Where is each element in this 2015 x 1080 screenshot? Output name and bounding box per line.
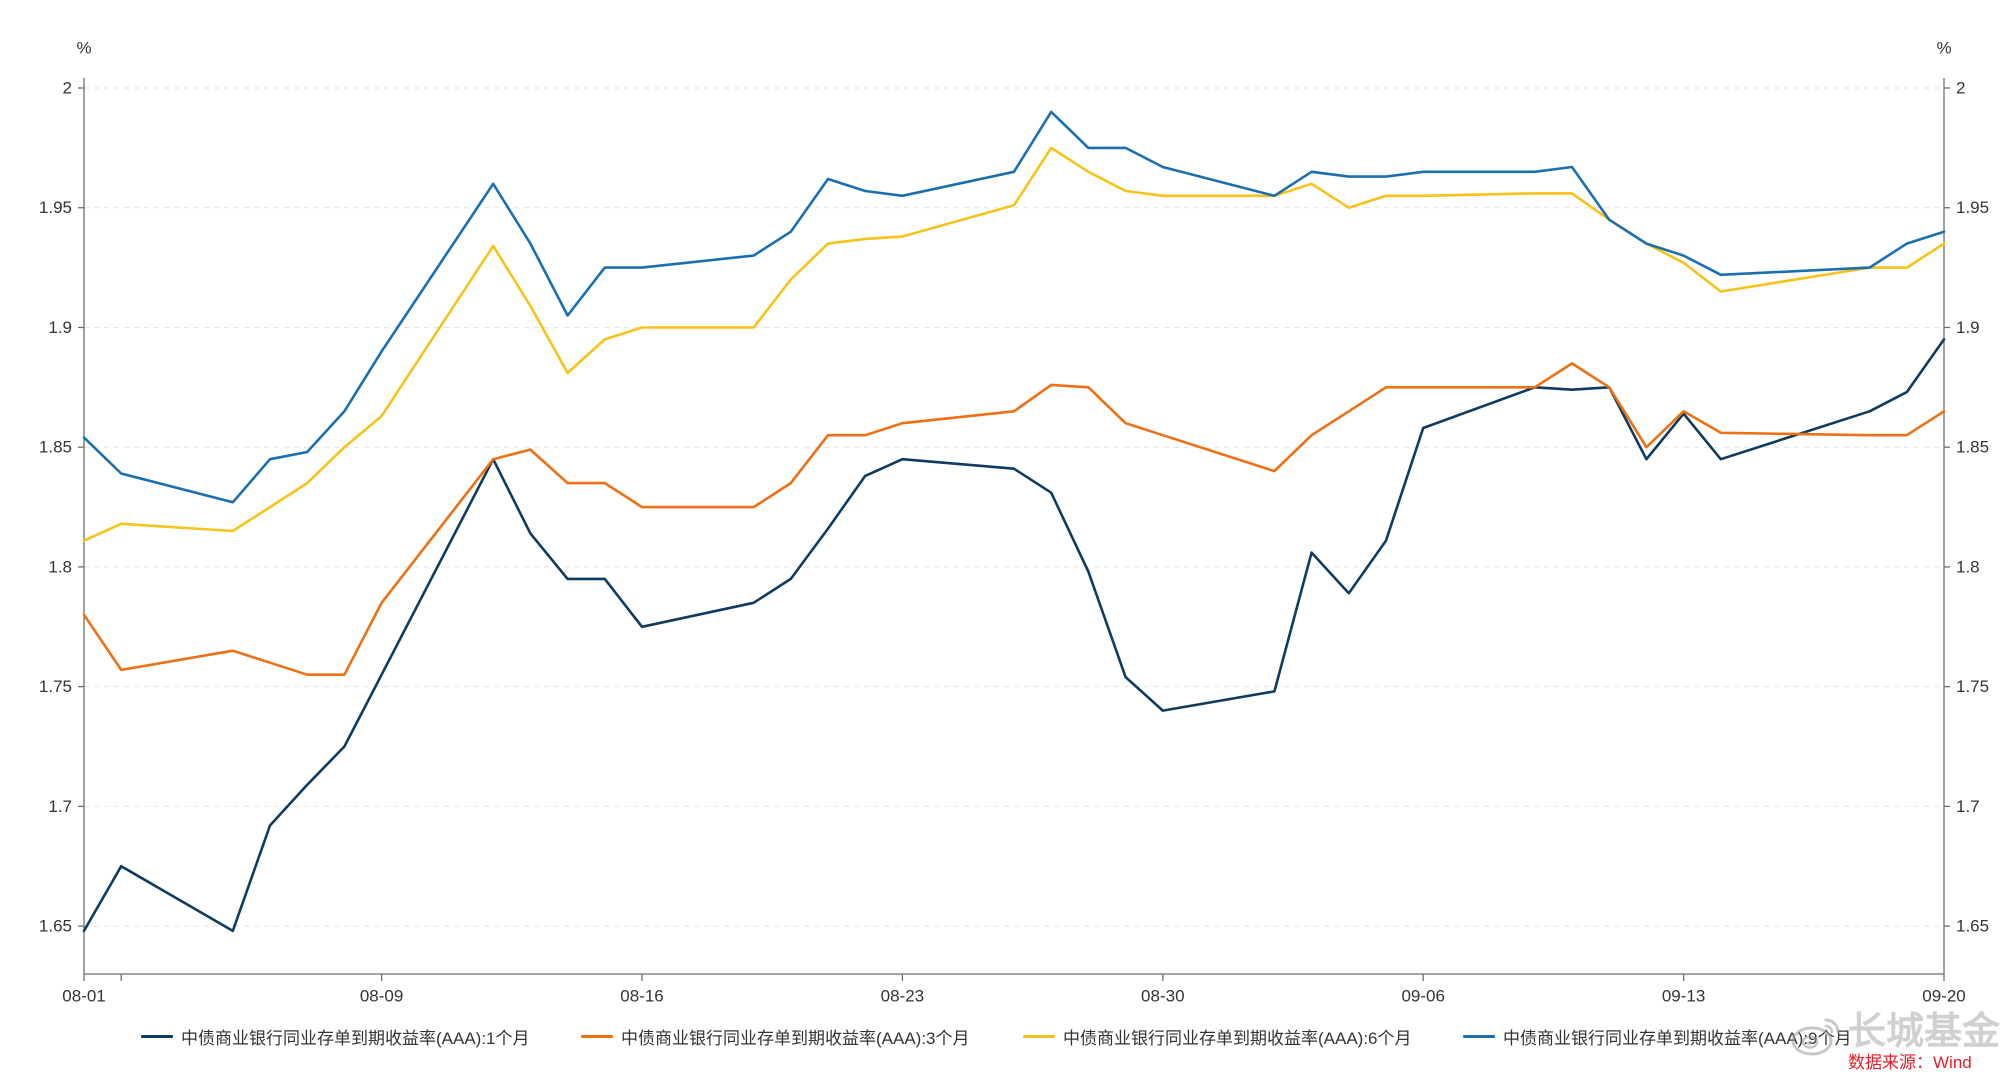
y-tick-label-right: 1.9	[1956, 318, 1980, 337]
legend-label: 中债商业银行同业存单到期收益率(AAA):3个月	[621, 1028, 970, 1048]
legend-swatch	[1023, 1034, 1055, 1038]
watermark-text: 长城基金	[1848, 1011, 2001, 1053]
grid	[84, 87, 1944, 927]
y-tick-label-left: 1.9	[48, 318, 72, 337]
data-source-note: 数据来源：Wind	[1848, 1053, 1972, 1072]
series-line-2	[82, 362, 1946, 677]
y-tick-label-left: 1.8	[48, 557, 72, 576]
y-tick-label-left: 1.85	[39, 438, 72, 457]
legend-label: 中债商业银行同业存单到期收益率(AAA):9个月	[1503, 1028, 1852, 1048]
y-tick-label-left: 1.65	[39, 917, 72, 936]
y-unit-label-left: %	[76, 39, 91, 58]
y-tick-label-right: 1.85	[1956, 438, 1989, 457]
y-tick-label-right: 2	[1956, 79, 1965, 98]
y-tick-label-left: 1.95	[39, 198, 72, 217]
x-tick-label: 08-23	[881, 987, 924, 1006]
x-tick-label: 09-13	[1662, 987, 1705, 1006]
series-line-3	[82, 146, 1946, 542]
series-line-4	[82, 110, 1946, 504]
legend-swatch	[1463, 1034, 1495, 1038]
x-tick-label: 08-01	[62, 987, 105, 1006]
series-group	[82, 110, 1946, 933]
y-tick-label-left: 1.75	[39, 677, 72, 696]
legend-label: 中债商业银行同业存单到期收益率(AAA):6个月	[1063, 1028, 1412, 1048]
legend-label: 中债商业银行同业存单到期收益率(AAA):1个月	[181, 1028, 530, 1048]
x-tick-label: 09-20	[1922, 987, 1965, 1006]
y-tick-label-right: 1.75	[1956, 677, 1989, 696]
legend-item-3[interactable]: 中债商业银行同业存单到期收益率(AAA):6个月	[1023, 1024, 1412, 1048]
y-unit-label-right: %	[1936, 39, 1951, 58]
legend-item-2[interactable]: 中债商业银行同业存单到期收益率(AAA):3个月	[581, 1024, 970, 1048]
x-tick-label: 08-30	[1141, 987, 1184, 1006]
x-tick-label: 08-16	[620, 987, 663, 1006]
y-tick-label-right: 1.95	[1956, 198, 1989, 217]
x-tick-label: 08-09	[360, 987, 403, 1006]
y-tick-label-right: 1.8	[1956, 557, 1980, 576]
legend-item-4[interactable]: 中债商业银行同业存单到期收益率(AAA):9个月	[1463, 1024, 1852, 1048]
weibo-logo-icon	[1791, 1018, 1840, 1056]
x-tick-label: 09-06	[1401, 987, 1444, 1006]
y-tick-label-right: 1.65	[1956, 917, 1989, 936]
legend-swatch	[581, 1034, 613, 1038]
axes: % % 1.65 1.65 1.7 1.7 1.75 1.75 1.8 1.8 1.85 1.85…	[39, 39, 1989, 1006]
y-tick-label-left: 1.7	[48, 797, 72, 816]
legend-swatch	[141, 1034, 173, 1038]
y-tick-label-right: 1.7	[1956, 797, 1980, 816]
y-tick-label-left: 2	[63, 79, 72, 98]
legend-item-1[interactable]: 中债商业银行同业存单到期收益率(AAA):1个月	[141, 1024, 530, 1048]
